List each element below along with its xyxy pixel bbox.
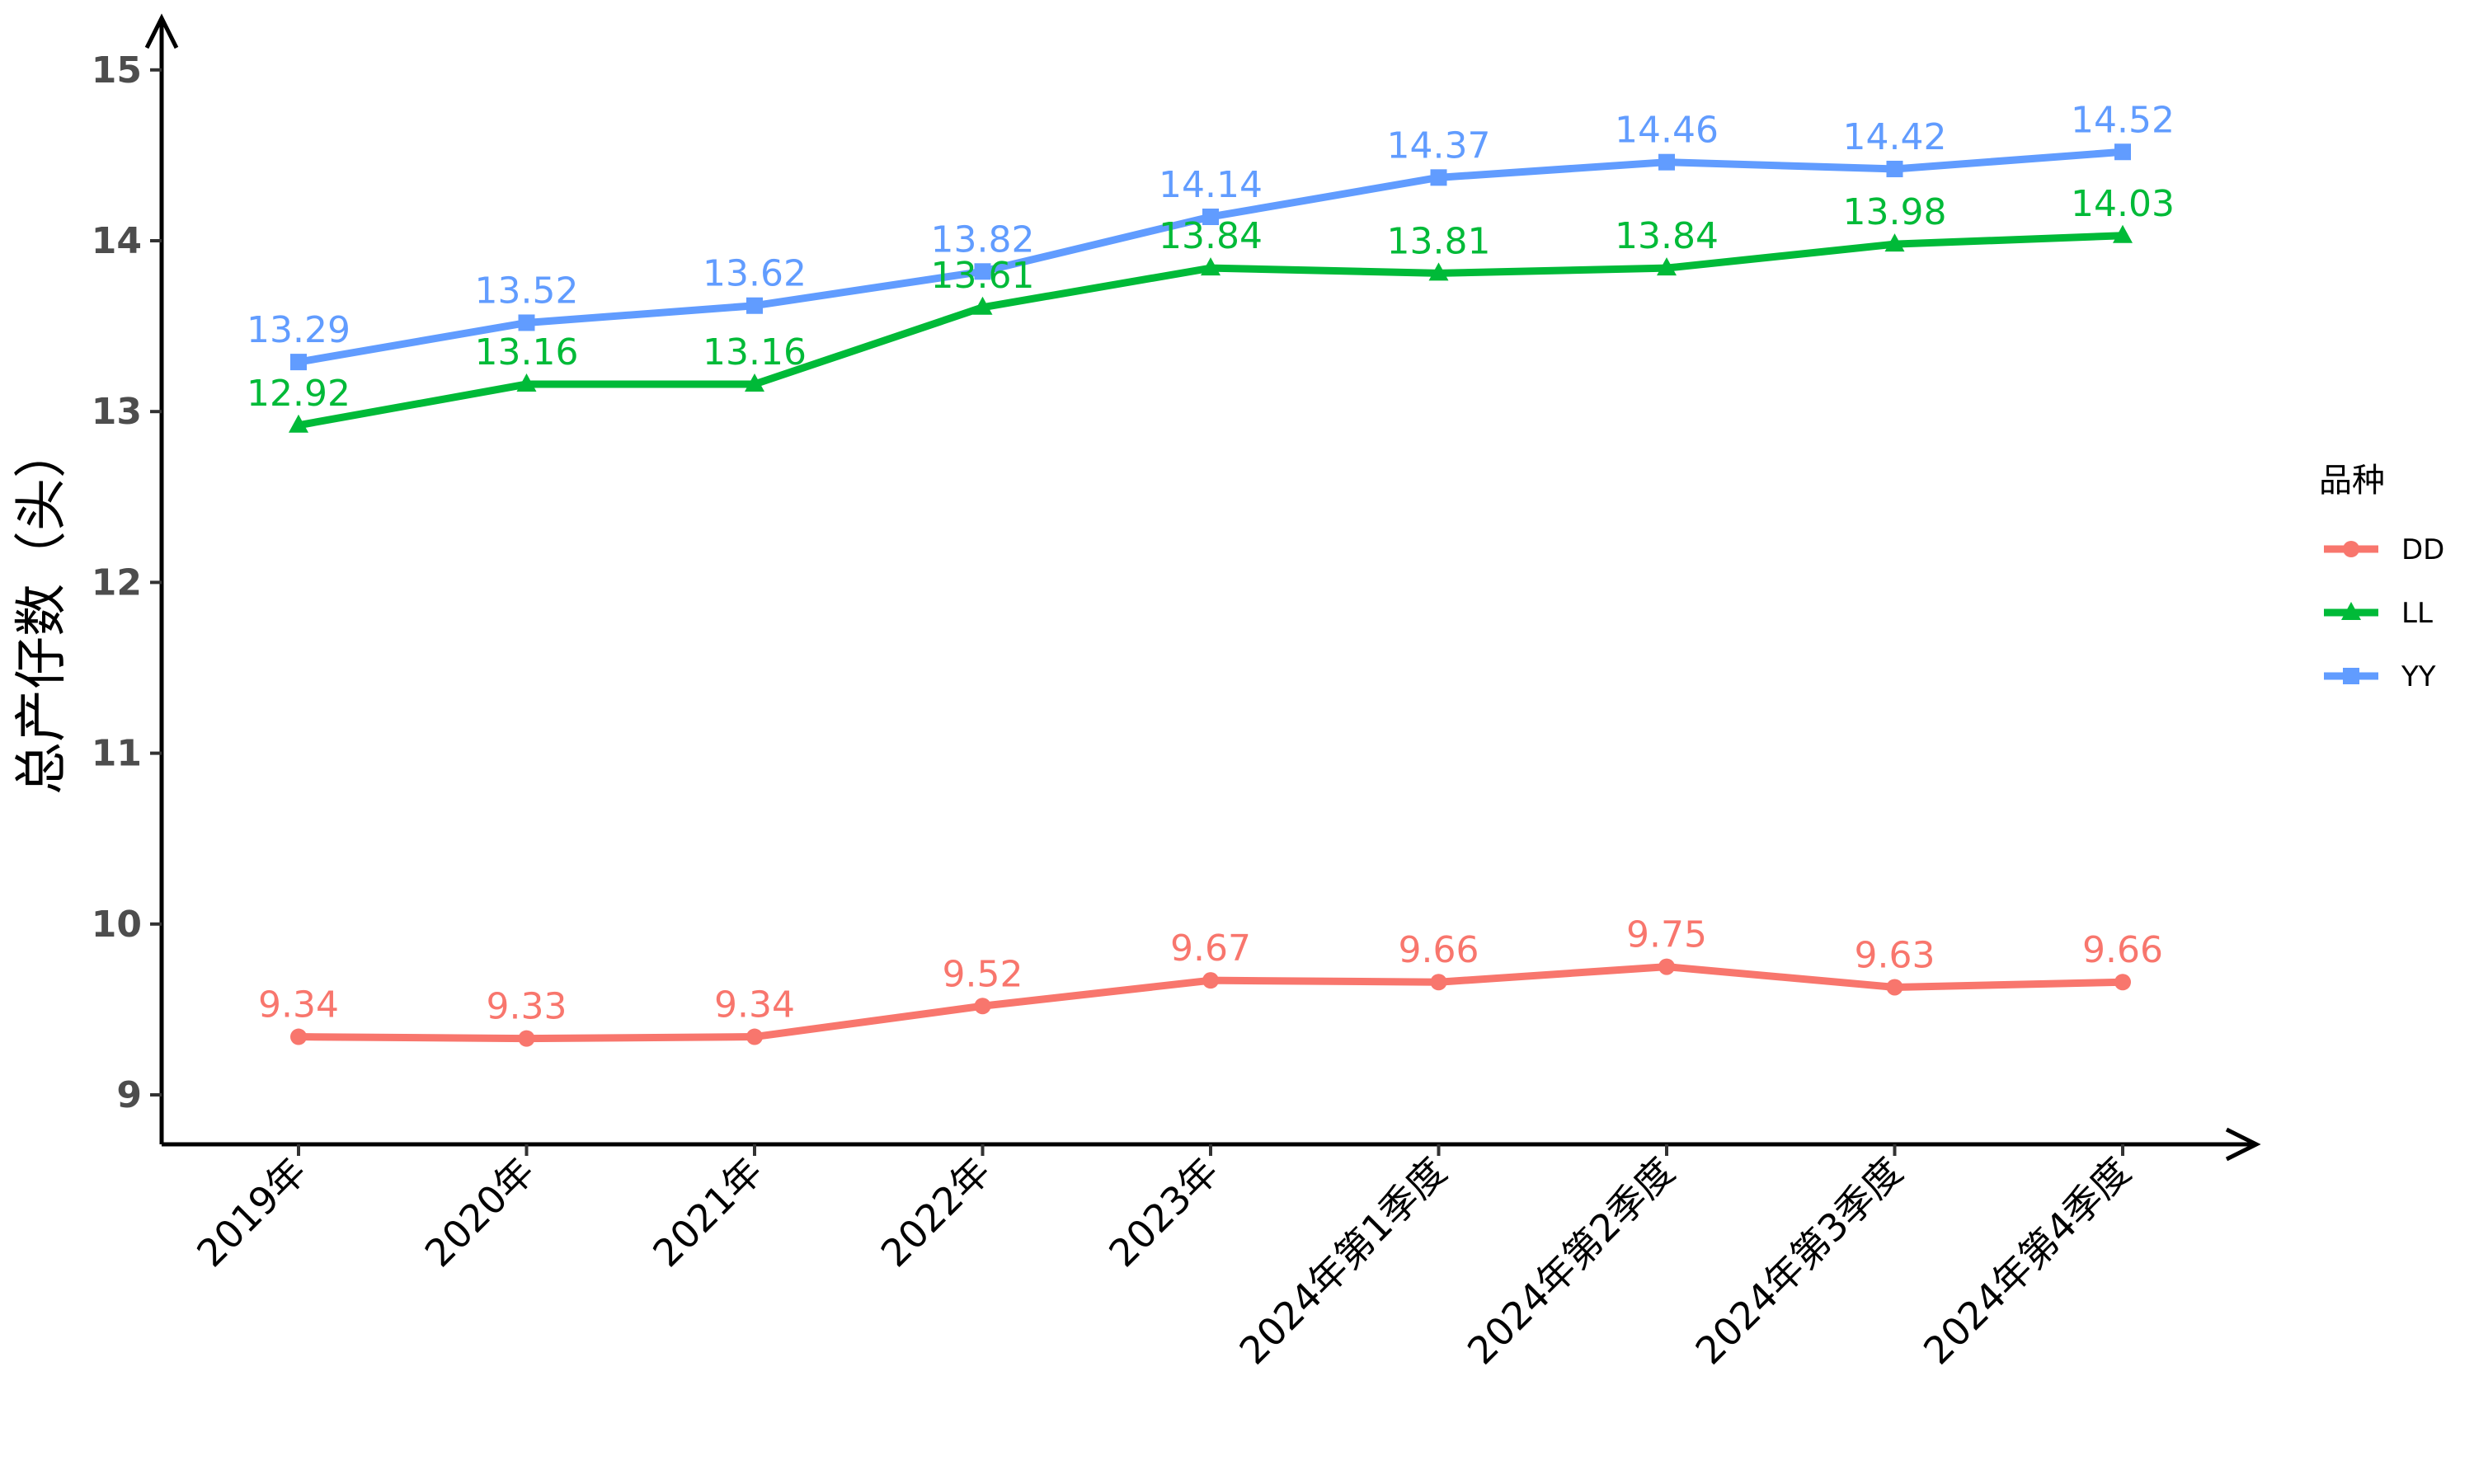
data-label-DD: 9.63	[1855, 934, 1935, 976]
marker-YY	[746, 297, 763, 314]
legend-title: 品种	[2319, 462, 2385, 500]
data-label-DD: 9.34	[714, 984, 795, 1026]
y-ticks: 9 10 11 12 13 14 15	[92, 49, 162, 1116]
legend-label-YY: YY	[2401, 660, 2436, 693]
marker-LL	[1657, 257, 1677, 276]
data-label-YY: 14.42	[1843, 116, 1947, 158]
marker-LL	[745, 373, 764, 392]
x-tick-label: 2024年第2季度	[1459, 1149, 1683, 1374]
x-tick-label: 2024年第1季度	[1231, 1149, 1456, 1374]
data-label-DD: 9.66	[1399, 929, 1479, 971]
data-label-YY: 13.29	[247, 309, 350, 351]
x-ticks: 2019年 2020年 2021年 2022年 2023年 2024年第1季度 2024年第…	[188, 1144, 2139, 1374]
marker-DD	[1886, 979, 1903, 996]
data-label-LL: 13.81	[1387, 220, 1491, 262]
marker-YY	[1430, 169, 1447, 186]
marker-DD	[1430, 974, 1447, 991]
legend-key-marker-LL	[2341, 602, 2361, 620]
marker-DD	[746, 1028, 763, 1045]
data-labels: 9.34 9.33 9.34 9.52 9.67 9.66 9.75 9.63 9.66 12.9…	[247, 99, 2175, 1027]
marker-LL	[289, 414, 308, 433]
y-tick-label: 9	[116, 1074, 142, 1116]
y-axis-label: 总产仔数（头）	[12, 425, 73, 795]
y-tick-label: 12	[92, 561, 142, 603]
data-label-YY: 14.52	[2071, 99, 2175, 141]
x-tick-label: 2023年	[1100, 1149, 1226, 1275]
marker-LL	[972, 296, 993, 315]
data-label-LL: 13.16	[475, 331, 579, 373]
data-label-LL: 14.03	[2071, 183, 2175, 225]
x-axis-arrow	[2225, 1127, 2261, 1162]
data-label-LL: 13.84	[1159, 215, 1263, 257]
y-axis-arrow	[144, 13, 179, 49]
legend-label-DD: DD	[2401, 533, 2444, 566]
marker-YY	[2114, 143, 2131, 161]
legend-key-marker-YY	[2343, 668, 2359, 684]
marker-YY	[1202, 208, 1219, 225]
marker-DD	[1202, 972, 1219, 989]
marker-YY	[518, 314, 535, 331]
data-label-LL: 13.16	[703, 331, 807, 373]
marker-YY	[1886, 160, 1903, 177]
x-tick-label: 2020年	[416, 1149, 543, 1275]
data-label-DD: 9.34	[258, 984, 339, 1026]
legend: 品种 DD LL YY	[2319, 462, 2444, 693]
x-tick-label: 2021年	[644, 1149, 770, 1275]
y-tick-label: 15	[92, 49, 142, 92]
marker-LL	[1884, 233, 1905, 252]
marker-YY	[974, 263, 991, 280]
x-tick-label: 2022年	[872, 1149, 999, 1275]
data-label-DD: 9.75	[1626, 914, 1707, 956]
data-label-YY: 13.62	[703, 253, 807, 295]
data-label-YY: 14.46	[1615, 110, 1719, 152]
marker-DD	[1658, 958, 1675, 975]
marker-DD	[290, 1028, 307, 1045]
marker-DD	[974, 998, 991, 1015]
data-label-LL: 13.84	[1615, 215, 1719, 257]
data-label-YY: 14.14	[1159, 164, 1263, 206]
data-label-DD: 9.33	[487, 986, 567, 1028]
marker-LL	[1428, 262, 1449, 281]
legend-key-marker-DD	[2343, 541, 2359, 557]
y-tick-label: 13	[92, 391, 142, 433]
marker-YY	[1658, 153, 1675, 171]
data-label-DD: 9.66	[2082, 929, 2163, 971]
data-label-LL: 12.92	[247, 373, 350, 415]
data-label-YY: 14.37	[1387, 124, 1491, 167]
data-label-YY: 13.52	[475, 270, 579, 312]
data-label-LL: 13.61	[931, 255, 1035, 297]
data-label-YY: 13.82	[931, 218, 1035, 261]
y-tick-label: 10	[92, 904, 142, 946]
data-label-DD: 9.52	[943, 953, 1023, 995]
marker-LL	[1201, 257, 1221, 276]
marker-DD	[2114, 974, 2131, 991]
legend-label-LL: LL	[2401, 597, 2433, 630]
marker-LL	[2113, 224, 2133, 243]
marker-DD	[518, 1030, 535, 1047]
y-tick-label: 14	[92, 220, 142, 262]
y-tick-label: 11	[92, 733, 142, 775]
x-tick-label: 2024年第4季度	[1915, 1149, 2139, 1374]
marker-YY	[290, 354, 307, 371]
data-label-LL: 13.98	[1843, 191, 1947, 233]
series-markers	[289, 143, 2133, 1047]
data-label-DD: 9.67	[1170, 928, 1251, 970]
x-tick-label: 2024年第3季度	[1687, 1149, 1912, 1374]
marker-LL	[516, 373, 537, 392]
legend-items: DD LL YY	[2324, 533, 2444, 693]
x-tick-label: 2019年	[188, 1149, 314, 1275]
